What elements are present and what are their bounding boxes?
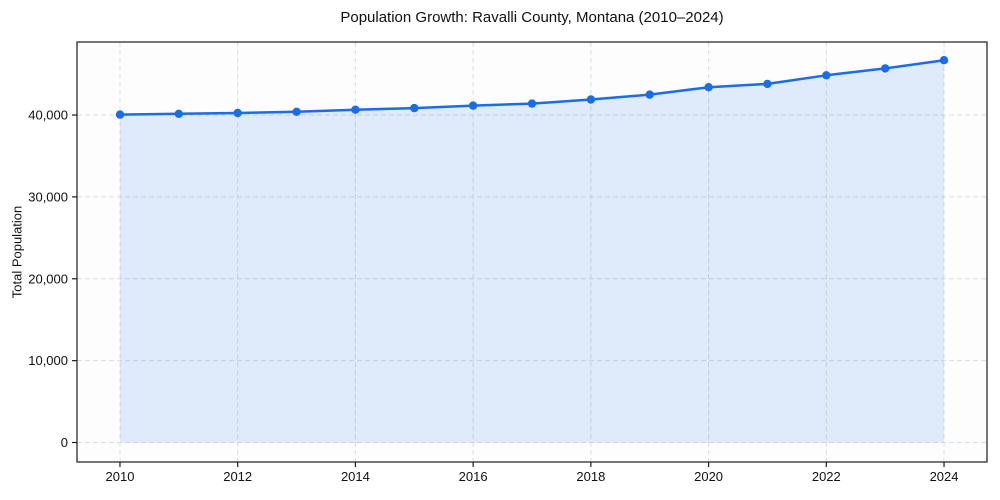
- x-tick-label: 2014: [341, 469, 370, 484]
- y-tick-label: 30,000: [28, 189, 68, 204]
- data-point: [586, 95, 596, 104]
- data-point: [704, 83, 713, 92]
- x-tick-label: 2010: [106, 469, 135, 484]
- x-tick-label: 2012: [223, 469, 252, 484]
- y-tick-label: 20,000: [28, 271, 68, 286]
- data-point: [763, 79, 772, 89]
- y-tick-label: 0: [61, 435, 68, 450]
- axes-box: [76, 41, 988, 463]
- data-point: [881, 64, 890, 73]
- x-tick-label: 2022: [812, 469, 841, 484]
- data-point: [468, 101, 478, 110]
- x-tick-label: 2020: [694, 469, 723, 484]
- data-point: [527, 99, 537, 108]
- x-tick-label: 2016: [459, 469, 488, 484]
- plot-area: 2010 2012 2014 2016 2018 2020 2022 2024 0 10,000 2…: [28, 41, 988, 484]
- data-point: [410, 103, 419, 113]
- x-tick-label: 2024: [930, 469, 959, 484]
- chart-title: Population Growth: Ravalli County, Monta…: [340, 9, 724, 26]
- data-point: [233, 108, 242, 118]
- area-fill: [120, 60, 944, 443]
- data-point: [292, 107, 301, 117]
- y-tick-label: 40,000: [28, 108, 68, 123]
- data-point: [939, 56, 949, 65]
- data-point: [115, 110, 125, 119]
- data-point: [351, 105, 360, 114]
- data-point: [645, 90, 654, 99]
- data-point: [174, 109, 183, 119]
- data-point: [822, 71, 831, 80]
- y-tick-label: 10,000: [28, 353, 68, 368]
- x-tick-label: 2018: [576, 469, 605, 484]
